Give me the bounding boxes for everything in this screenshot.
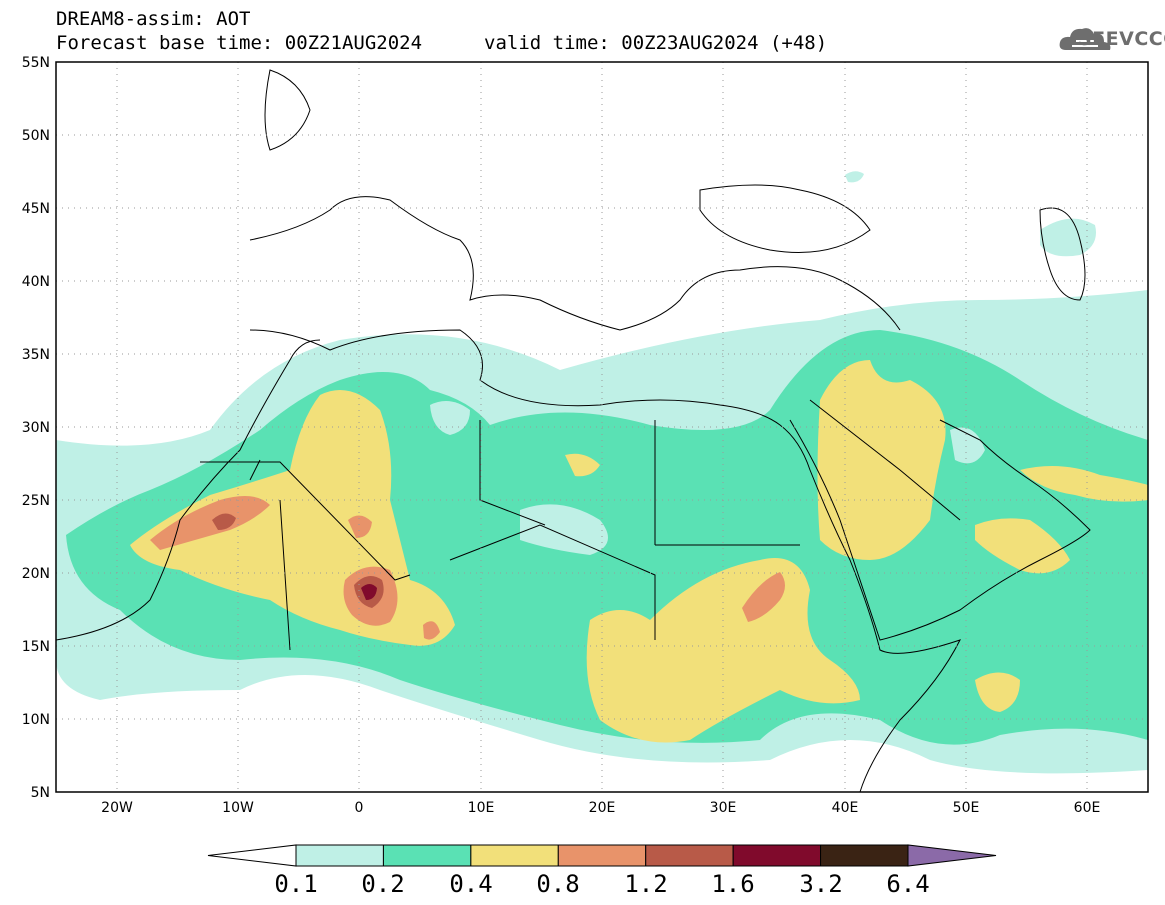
colorbar-label: 0.1 xyxy=(274,870,317,898)
aot-band-1-6 xyxy=(361,584,377,600)
colorbar-cell xyxy=(645,844,734,867)
lat-label: 50N xyxy=(22,128,50,144)
lat-label: 35N xyxy=(22,347,50,363)
black-sea-coast xyxy=(699,184,871,253)
africa-coast xyxy=(56,329,961,792)
lat-label: 5N xyxy=(31,785,50,801)
aot-band-0-2-hole-3 xyxy=(950,427,985,464)
arabia-coast xyxy=(789,419,1091,641)
aot-band-0-8-b xyxy=(423,621,440,640)
colorbar-cell xyxy=(820,844,909,867)
lat-label: 10N xyxy=(22,712,50,728)
lon-label: 50E xyxy=(953,800,980,816)
aot-band-0-4-oman xyxy=(975,518,1070,574)
lon-label: 20W xyxy=(101,800,133,816)
lon-label: 30E xyxy=(710,800,737,816)
aot-field xyxy=(56,171,1148,774)
aot-band-0-4-libya xyxy=(565,453,600,477)
colorbar-cell xyxy=(382,844,472,867)
lon-ticks: 20W 10W 0 10E 20E 30E 40E 50E 60E xyxy=(101,800,1100,816)
lat-label: 40N xyxy=(22,274,50,290)
colorbar-label: 0.8 xyxy=(536,870,579,898)
colorbar-over-triangle xyxy=(907,844,997,867)
aot-band-0-8-a xyxy=(348,515,372,538)
colorbar-cell xyxy=(295,844,384,867)
map-title: DREAM8-assim: AOT xyxy=(56,8,251,30)
lon-label: 0 xyxy=(355,800,364,816)
colorbar-label: 1.2 xyxy=(624,870,667,898)
lon-label: 10W xyxy=(222,800,254,816)
logo-text: SEEVCCC xyxy=(1078,28,1165,50)
lon-label: 10E xyxy=(468,800,495,816)
aot-band-0-1-caspian xyxy=(1040,218,1096,257)
colorbar-label: 6.4 xyxy=(886,870,929,898)
aot-band-0-4-gulf xyxy=(1020,466,1148,502)
europe-coast xyxy=(249,196,901,331)
valid-time: valid time: 00Z23AUG2024 (+48) xyxy=(484,32,828,54)
map-frame xyxy=(55,61,1149,793)
lat-label: 20N xyxy=(22,566,50,582)
lat-label: 55N xyxy=(22,55,50,71)
colorbar-label: 3.2 xyxy=(799,870,842,898)
aot-band-0-8-sudan xyxy=(742,572,785,622)
colorbar: 0.1 0.2 0.4 0.8 1.2 1.6 3.2 6.4 xyxy=(207,844,997,898)
colorbar-label: 1.6 xyxy=(711,870,754,898)
lon-label: 20E xyxy=(589,800,616,816)
caspian-coast xyxy=(1039,207,1086,301)
lat-label: 15N xyxy=(22,639,50,655)
lat-label: 45N xyxy=(22,201,50,217)
coastlines xyxy=(56,69,1091,792)
lon-label: 40E xyxy=(832,800,859,816)
lat-label: 30N xyxy=(22,420,50,436)
colorbar-cell xyxy=(557,844,647,867)
lat-label: 25N xyxy=(22,493,50,509)
uk-coast xyxy=(264,69,311,151)
borders xyxy=(200,399,961,651)
graticule xyxy=(56,62,1148,792)
aot-band-0-4-ethiopia xyxy=(975,672,1020,712)
forecast-base-time: Forecast base time: 00Z21AUG2024 xyxy=(56,32,423,54)
colorbar-cell xyxy=(470,844,559,867)
colorbar-label: 0.4 xyxy=(449,870,492,898)
aot-band-0-1-black-sea xyxy=(845,171,864,183)
colorbar-under-triangle xyxy=(207,844,297,867)
aot-band-0-8 xyxy=(150,496,270,550)
lat-ticks: 55N 50N 45N 40N 35N 30N 25N 20N 15N 10N … xyxy=(22,55,50,801)
aot-band-1-2 xyxy=(212,513,236,530)
colorbar-label: 0.2 xyxy=(361,870,404,898)
aot-band-0-2-hole-2 xyxy=(520,504,608,555)
colorbar-cell xyxy=(732,844,822,867)
seevccc-cloud-icon xyxy=(1059,28,1111,50)
aot-band-0-4-arabia xyxy=(817,360,946,560)
lon-label: 60E xyxy=(1074,800,1101,816)
